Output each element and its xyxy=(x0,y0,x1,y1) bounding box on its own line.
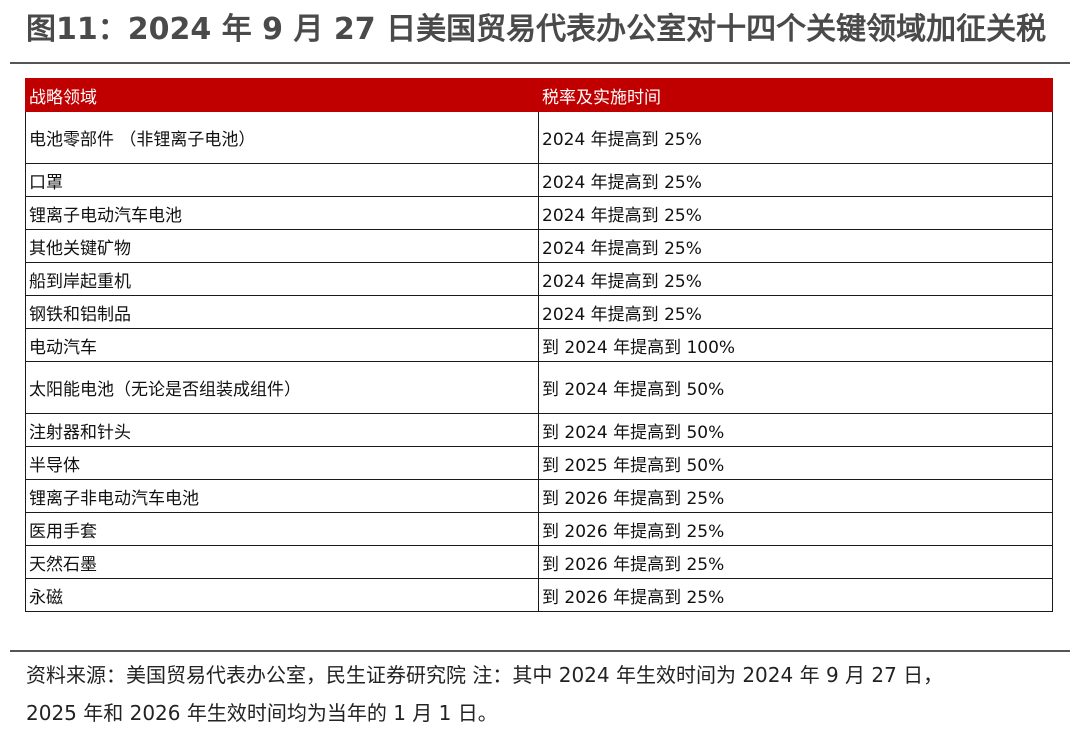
table-row: 其他关键矿物 2024 年提高到 25% xyxy=(25,229,1053,263)
sector-cell: 其他关键矿物 xyxy=(25,229,539,263)
sector-cell: 电动汽车 xyxy=(25,328,539,362)
sector-cell: 锂离子电动汽车电池 xyxy=(25,196,539,230)
rate-cell: 2024 年提高到 25% xyxy=(538,262,1053,296)
table-row: 太阳能电池（无论是否组装成组件） 到 2024 年提高到 50% xyxy=(25,361,1053,414)
sector-cell: 电池零部件 （非锂离子电池） xyxy=(25,111,539,164)
source-note-line-1: 资料来源：美国贸易代表办公室，民生证券研究院 注：其中 2024 年生效时间为 … xyxy=(26,663,944,687)
sector-cell: 天然石墨 xyxy=(25,545,539,579)
rate-cell: 2024 年提高到 25% xyxy=(538,163,1053,197)
source-note: 资料来源：美国贸易代表办公室，民生证券研究院 注：其中 2024 年生效时间为 … xyxy=(26,656,1066,732)
bottom-divider xyxy=(10,650,1070,652)
table-row: 锂离子非电动汽车电池 到 2026 年提高到 25% xyxy=(25,479,1053,513)
table-row: 医用手套 到 2026 年提高到 25% xyxy=(25,512,1053,546)
table-row: 口罩 2024 年提高到 25% xyxy=(25,163,1053,197)
table-row: 注射器和针头 到 2024 年提高到 50% xyxy=(25,413,1053,447)
table-row: 船到岸起重机 2024 年提高到 25% xyxy=(25,262,1053,296)
rate-cell: 2024 年提高到 25% xyxy=(538,111,1053,164)
top-divider xyxy=(10,62,1070,64)
table-row: 永磁 到 2026 年提高到 25% xyxy=(25,578,1053,612)
sector-cell: 太阳能电池（无论是否组装成组件） xyxy=(25,361,539,414)
rate-cell: 2024 年提高到 25% xyxy=(538,229,1053,263)
rate-cell: 到 2024 年提高到 50% xyxy=(538,413,1053,447)
header-sector: 战略领域 xyxy=(25,78,539,112)
sector-cell: 口罩 xyxy=(25,163,539,197)
rate-cell: 2024 年提高到 25% xyxy=(538,295,1053,329)
table-row: 电池零部件 （非锂离子电池） 2024 年提高到 25% xyxy=(25,111,1053,164)
table-row: 电动汽车 到 2024 年提高到 100% xyxy=(25,328,1053,362)
rate-cell: 到 2024 年提高到 100% xyxy=(538,328,1053,362)
header-rate: 税率及实施时间 xyxy=(538,78,1053,112)
tariff-table: 战略领域 税率及实施时间 电池零部件 （非锂离子电池） 2024 年提高到 25… xyxy=(25,78,1053,612)
sector-cell: 钢铁和铝制品 xyxy=(25,295,539,329)
table-row: 天然石墨 到 2026 年提高到 25% xyxy=(25,545,1053,579)
table-row: 锂离子电动汽车电池 2024 年提高到 25% xyxy=(25,196,1053,230)
rate-cell: 到 2026 年提高到 25% xyxy=(538,545,1053,579)
rate-cell: 到 2025 年提高到 50% xyxy=(538,446,1053,480)
sector-cell: 注射器和针头 xyxy=(25,413,539,447)
table-header-row: 战略领域 税率及实施时间 xyxy=(25,78,1053,112)
sector-cell: 医用手套 xyxy=(25,512,539,546)
rate-cell: 到 2024 年提高到 50% xyxy=(538,361,1053,414)
sector-cell: 永磁 xyxy=(25,578,539,612)
table-row: 半导体 到 2025 年提高到 50% xyxy=(25,446,1053,480)
sector-cell: 半导体 xyxy=(25,446,539,480)
sector-cell: 船到岸起重机 xyxy=(25,262,539,296)
rate-cell: 到 2026 年提高到 25% xyxy=(538,578,1053,612)
figure-title: 图11：2024 年 9 月 27 日美国贸易代表办公室对十四个关键领域加征关税 xyxy=(26,12,1047,47)
rate-cell: 到 2026 年提高到 25% xyxy=(538,512,1053,546)
table-row: 钢铁和铝制品 2024 年提高到 25% xyxy=(25,295,1053,329)
rate-cell: 到 2026 年提高到 25% xyxy=(538,479,1053,513)
sector-cell: 锂离子非电动汽车电池 xyxy=(25,479,539,513)
source-note-line-2: 2025 年和 2026 年生效时间均为当年的 1 月 1 日。 xyxy=(26,701,498,725)
rate-cell: 2024 年提高到 25% xyxy=(538,196,1053,230)
